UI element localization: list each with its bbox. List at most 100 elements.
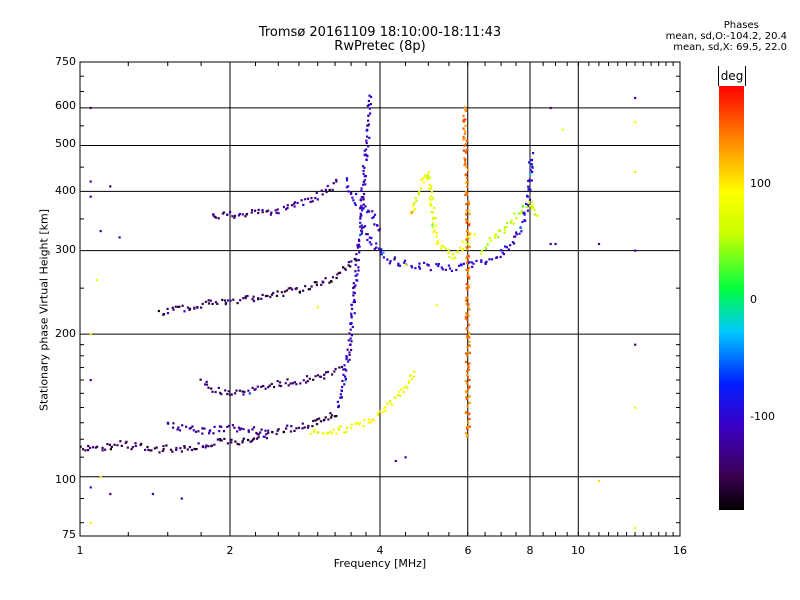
echo-point [423,261,426,264]
echo-point [468,340,471,343]
echo-point [427,175,430,178]
echo-point [347,261,350,264]
echo-point [467,364,470,367]
echo-point [435,232,438,235]
echo-point [328,188,331,192]
echo-point [466,261,469,265]
echo-point [172,426,175,429]
echo-point [369,102,373,106]
echo-point [465,391,468,394]
echo-point [515,231,518,234]
echo-point [465,328,468,331]
echo-point [384,410,387,413]
echo-point [360,204,363,207]
echo-point [294,287,297,291]
echo-point [222,430,226,433]
echo-point [402,386,405,389]
echo-point [255,437,259,440]
echo-point [467,203,470,206]
colorbar [719,86,744,510]
echo-point [371,210,374,213]
echo-point [210,444,214,447]
echo-point [432,211,435,214]
echo-point [316,374,320,377]
echo-point [106,443,109,446]
echo-point [466,334,469,337]
echo-point [301,422,304,425]
echo-point [349,192,353,195]
echo-point [234,440,237,443]
echo-point [360,196,363,199]
echo-point [337,271,340,274]
echo-point [300,199,303,202]
echo-point [465,286,468,289]
echo-point [480,249,484,252]
echo-point [412,205,415,208]
echo-point [146,445,149,449]
echo-point [360,224,363,227]
echo-point [375,246,378,249]
echo-point [441,268,444,271]
echo-point [299,382,302,385]
echo-point [465,313,468,316]
echo-point [316,198,319,201]
echo-point [237,214,241,217]
echo-point [362,180,365,184]
echo-point [426,176,429,179]
echo-point [321,280,324,283]
echo-point [365,142,368,145]
echo-point [191,425,194,428]
echo-point [527,179,530,183]
echo-point [360,189,363,192]
echo-point [467,200,470,203]
echo-point [345,358,348,361]
echo-point [362,169,365,172]
echo-point [393,258,396,261]
echo-point [312,378,315,381]
echo-point [220,425,223,428]
y-tick-label: 75 [62,528,76,541]
echo-point [396,394,400,397]
echo-point [370,421,373,424]
echo-point [466,336,469,339]
echo-point [79,445,82,448]
echo-point [296,201,299,205]
echo-point [509,244,512,247]
plot-title: Tromsø 20161109 18:10:00-18:11:43 RwPret… [259,26,501,54]
echo-point [459,246,462,249]
echo-point [287,384,290,387]
echo-point [346,426,349,429]
echo-point [233,216,236,219]
echo-point [488,258,491,261]
echo-point [345,430,348,433]
echo-point [302,379,305,382]
echo-point [274,209,277,212]
echo-point [512,222,515,225]
echo-point [366,155,369,158]
echo-point [207,386,210,389]
echo-point [217,386,220,389]
echo-point [367,124,370,127]
echo-point [247,389,250,392]
echo-point [348,351,351,354]
echo-point [116,444,119,447]
echo-point [219,438,222,441]
echo-point [230,441,233,444]
echo-point [134,444,137,448]
echo-point [465,165,468,168]
y-tick-label: 300 [55,243,76,256]
echo-point [329,430,332,433]
echo-point [519,212,523,215]
echo-point [397,264,400,267]
echo-point [464,432,468,435]
echo-point [406,386,409,390]
echo-point [513,242,516,245]
echo-point [388,262,391,265]
echo-point [495,256,499,259]
echo-point [525,202,528,205]
echo-point [409,212,413,215]
echo-point [304,198,307,201]
echo-point [204,300,208,303]
echo-point [231,424,234,427]
echo-point [180,450,183,453]
